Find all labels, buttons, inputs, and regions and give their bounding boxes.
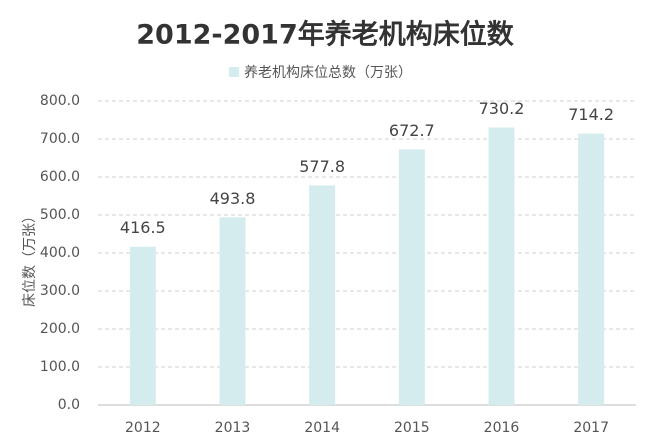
value-label: 730.2 bbox=[479, 99, 525, 118]
chart-title: 2012-2017年养老机构床位数 bbox=[136, 19, 514, 51]
y-tick-label: 400.0 bbox=[40, 245, 80, 261]
y-tick-label: 300.0 bbox=[40, 283, 80, 299]
bar bbox=[219, 217, 246, 405]
value-label: 714.2 bbox=[568, 105, 614, 124]
y-tick-label: 700.0 bbox=[40, 131, 80, 147]
value-label: 577.8 bbox=[299, 157, 345, 176]
y-tick-label: 500.0 bbox=[40, 207, 80, 223]
y-tick-label: 200.0 bbox=[40, 321, 80, 337]
y-tick-label: 600.0 bbox=[40, 169, 80, 185]
bar bbox=[578, 133, 605, 405]
x-tick-label: 2014 bbox=[304, 420, 340, 436]
y-tick-label: 0.0 bbox=[58, 397, 80, 413]
legend-swatch bbox=[229, 67, 239, 77]
x-tick-label: 2016 bbox=[484, 420, 520, 436]
x-tick-label: 2012 bbox=[125, 420, 161, 436]
value-label: 416.5 bbox=[120, 218, 166, 237]
x-tick-label: 2017 bbox=[573, 420, 609, 436]
x-tick-label: 2015 bbox=[394, 420, 430, 436]
bar bbox=[129, 246, 156, 405]
bar bbox=[309, 185, 336, 405]
y-tick-label: 800.0 bbox=[40, 93, 80, 109]
bar bbox=[488, 127, 515, 406]
value-label: 493.8 bbox=[210, 189, 256, 208]
x-tick-label: 2013 bbox=[215, 420, 251, 436]
y-tick-label: 100.0 bbox=[40, 359, 80, 375]
y-axis-label: 床位数（万张） bbox=[22, 209, 38, 307]
value-label: 672.7 bbox=[389, 121, 435, 140]
bar bbox=[398, 149, 425, 405]
legend-label: 养老机构床位总数（万张） bbox=[244, 65, 412, 81]
